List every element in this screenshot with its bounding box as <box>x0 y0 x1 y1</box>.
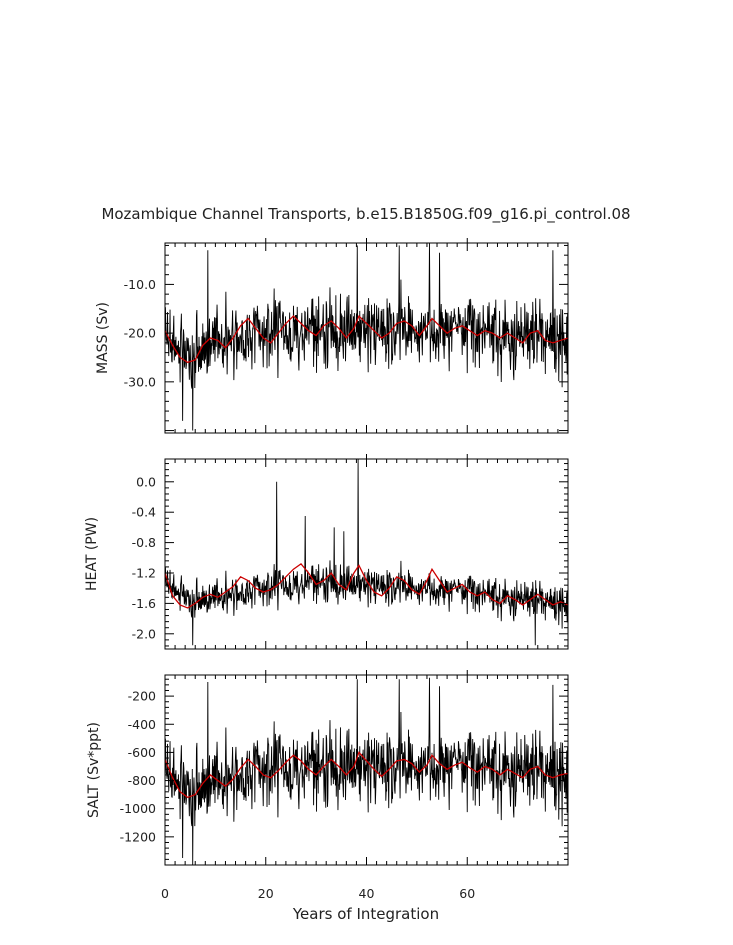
x-tick-label: 60 <box>459 886 475 901</box>
mass-y-tick-label: -30.0 <box>124 374 156 389</box>
mass-plot-frame <box>164 242 569 434</box>
salt-plot-frame <box>164 674 569 866</box>
panel-mass: -10.0 -20.0 -30.0 MASS (Sv) <box>95 238 569 434</box>
panel-heat: 0.0 -0.4 -0.8 -1.2 -1.6 -2.0 HEAT (PW) <box>84 454 569 650</box>
heat-y-tick-label: -0.8 <box>132 535 156 550</box>
heat-plot-frame <box>164 458 569 650</box>
chart-title: Mozambique Channel Transports, b.e15.B18… <box>101 205 630 224</box>
mass-smoothed-series-line <box>164 314 569 364</box>
heat-y-axis-label: HEAT (PW) <box>84 517 100 591</box>
salt-y-tick-label: -1200 <box>120 829 156 844</box>
x-tick-label: 40 <box>359 886 375 901</box>
x-tick-label: 20 <box>258 886 274 901</box>
x-axis-tick-labels: 0 20 40 60 <box>161 886 475 901</box>
mass-raw-series-line <box>164 242 569 431</box>
salt-y-tick-label: -600 <box>128 745 156 760</box>
mass-y-tick-label: -20.0 <box>124 326 156 341</box>
salt-y-tick-label: -400 <box>128 717 156 732</box>
salt-y-axis-label: SALT (Sv*ppt) <box>86 722 102 818</box>
heat-y-tick-label: -1.6 <box>132 596 156 611</box>
salt-y-tick-label: -200 <box>128 689 156 704</box>
heat-smoothed-series-line <box>164 563 569 609</box>
x-tick-label: 0 <box>161 886 169 901</box>
heat-y-tick-label: -1.2 <box>132 566 156 581</box>
mass-y-axis-label: MASS (Sv) <box>95 302 111 374</box>
salt-y-tick-label: -800 <box>128 773 156 788</box>
salt-y-tick-label: -1000 <box>120 801 156 816</box>
x-axis-label: Years of Integration <box>292 905 439 923</box>
heat-y-tick-label: -0.4 <box>132 505 156 520</box>
salt-raw-series-line <box>164 677 569 866</box>
panel-salt: -200 -400 -600 -800 -1000 -1200 SALT (Sv*ppt) <box>86 670 569 866</box>
heat-y-tick-label: -2.0 <box>132 626 156 641</box>
mass-y-tick-label: -10.0 <box>124 277 156 292</box>
salt-smoothed-series-line <box>164 751 569 799</box>
heat-y-tick-label: 0.0 <box>136 474 156 489</box>
heat-raw-series-line <box>164 458 569 646</box>
